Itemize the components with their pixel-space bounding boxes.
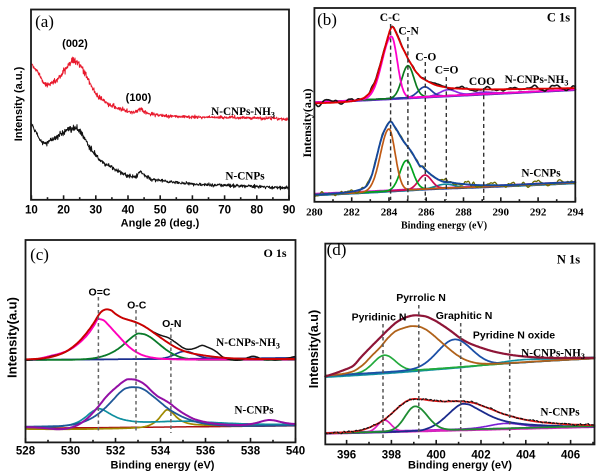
svg-text:O 1s: O 1s <box>263 246 286 260</box>
svg-text:N 1s: N 1s <box>557 253 580 267</box>
svg-text:Intensity(a.u): Intensity(a.u) <box>307 310 321 388</box>
svg-text:O-N: O-N <box>162 318 181 330</box>
svg-text:N-CNPs: N-CNPs <box>225 171 265 183</box>
svg-text:538: 538 <box>241 446 261 458</box>
svg-text:284: 284 <box>381 207 398 219</box>
svg-text:N-CNPs: N-CNPs <box>540 407 580 419</box>
svg-text:N-CNPs: N-CNPs <box>521 168 561 180</box>
svg-text:(100): (100) <box>126 92 152 104</box>
svg-text:290: 290 <box>493 207 510 219</box>
svg-text:400: 400 <box>427 450 446 462</box>
svg-text:N-CNPs: N-CNPs <box>234 405 274 417</box>
svg-text:30: 30 <box>89 205 102 217</box>
svg-text:(002): (002) <box>62 38 88 50</box>
svg-text:O-C: O-C <box>127 300 147 312</box>
svg-text:280: 280 <box>306 207 323 219</box>
svg-text:534: 534 <box>151 446 171 458</box>
svg-text:Intensity(a.u): Intensity(a.u) <box>300 88 314 157</box>
svg-text:N-CNPs-NH3: N-CNPs-NH3 <box>521 348 585 362</box>
svg-text:Pyridinic N: Pyridinic N <box>352 312 407 324</box>
svg-text:282: 282 <box>343 207 360 219</box>
svg-text:Binding energy (eV): Binding energy (eV) <box>408 460 512 472</box>
svg-text:(d): (d) <box>327 240 347 259</box>
svg-text:N-CNPs-NH3: N-CNPs-NH3 <box>505 74 569 88</box>
svg-text:(b): (b) <box>317 10 337 29</box>
svg-text:O=C: O=C <box>89 287 111 299</box>
svg-text:10: 10 <box>25 205 38 217</box>
svg-text:Binding energy (eV): Binding energy (eV) <box>111 460 215 472</box>
svg-text:Pyrrolic N: Pyrrolic N <box>396 292 446 304</box>
svg-text:20: 20 <box>57 205 70 217</box>
svg-text:70: 70 <box>218 205 231 217</box>
svg-text:(c): (c) <box>30 245 49 264</box>
svg-text:530: 530 <box>61 446 80 458</box>
svg-text:540: 540 <box>286 446 305 458</box>
svg-text:292: 292 <box>530 207 547 219</box>
svg-text:528: 528 <box>16 446 36 458</box>
svg-text:C 1s: C 1s <box>547 11 570 25</box>
svg-text:COO: COO <box>469 76 495 88</box>
svg-text:50: 50 <box>154 205 167 217</box>
svg-text:396: 396 <box>337 450 356 462</box>
svg-text:402: 402 <box>471 450 490 462</box>
svg-text:536: 536 <box>196 446 215 458</box>
svg-text:Pyridine N oxide: Pyridine N oxide <box>473 330 555 342</box>
svg-text:Intensity (a.u.): Intensity (a.u.) <box>13 66 25 141</box>
svg-text:Intensity(a.u): Intensity(a.u) <box>5 297 20 378</box>
svg-text:40: 40 <box>122 205 135 217</box>
svg-text:N-CNPs-NH3: N-CNPs-NH3 <box>211 106 275 120</box>
svg-text:C=O: C=O <box>435 65 459 77</box>
svg-text:406: 406 <box>561 450 580 462</box>
svg-text:C-C: C-C <box>380 12 400 24</box>
svg-text:404: 404 <box>516 450 536 462</box>
svg-text:N-CNPs-NH3: N-CNPs-NH3 <box>216 337 280 351</box>
svg-text:C-N: C-N <box>398 26 419 38</box>
svg-text:Binding energy (eV): Binding energy (eV) <box>401 221 487 232</box>
svg-text:80: 80 <box>250 205 263 217</box>
svg-text:(a): (a) <box>35 12 54 31</box>
svg-text:Angle 2θ (deg.): Angle 2θ (deg.) <box>121 218 200 230</box>
svg-text:288: 288 <box>455 207 472 219</box>
svg-text:90: 90 <box>283 205 296 217</box>
svg-text:286: 286 <box>418 207 435 219</box>
svg-text:294: 294 <box>567 207 584 219</box>
svg-text:532: 532 <box>106 446 125 458</box>
svg-text:Graphitic N: Graphitic N <box>436 310 493 322</box>
svg-text:398: 398 <box>382 450 402 462</box>
svg-text:C-O: C-O <box>415 52 436 64</box>
svg-text:60: 60 <box>186 205 199 217</box>
